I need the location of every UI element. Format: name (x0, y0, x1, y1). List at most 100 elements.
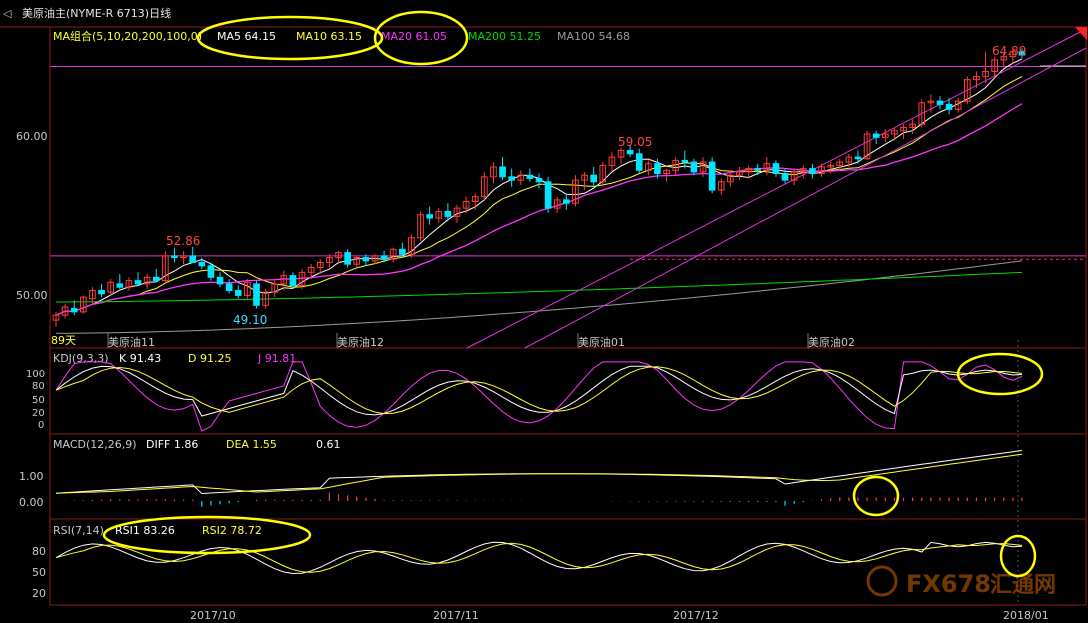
candle-body (517, 174, 525, 181)
candle (125, 277, 133, 291)
trend-line-upper (466, 28, 1087, 349)
rsi-tick-50: 50 (32, 566, 46, 579)
candle-body (426, 214, 433, 219)
candle-body (599, 164, 607, 183)
candle-body (544, 181, 552, 209)
ma10-label: MA10 63.15 (296, 30, 362, 43)
ma200-label: MA200 51.25 (468, 30, 541, 43)
date-label-2017-12: 2017/12 (673, 609, 719, 622)
candle (471, 193, 479, 210)
rsi-panel[interactable]: RSI(7,14) RSI1 83.26 RSI2 78.72 80 50 20 (32, 524, 1023, 600)
ma100-label: MA100 54.68 (557, 30, 630, 43)
candle (881, 129, 889, 143)
kdj-panel[interactable]: KDJ(9,3,3) K 91.43 D 91.25 J 91.81 100 8… (26, 352, 1023, 432)
candle (335, 250, 342, 265)
candle-body (244, 281, 251, 296)
candle (453, 204, 461, 223)
candle (845, 153, 853, 167)
candle-body (508, 176, 515, 181)
candle-body (991, 59, 998, 72)
rsi2-value: RSI2 78.72 (202, 524, 262, 537)
candle (1000, 51, 1008, 67)
month-label-11: 美原油11 (108, 335, 155, 349)
candle-body (526, 174, 534, 180)
candle (207, 262, 215, 281)
candle (936, 96, 944, 110)
days-label: 89天 (51, 334, 76, 347)
price-panel[interactable] (50, 28, 1087, 349)
candle (563, 193, 570, 210)
rsi1-value: RSI1 83.26 (115, 524, 175, 537)
candle (1018, 48, 1026, 59)
candle (827, 162, 834, 174)
ma100-line (56, 260, 1023, 334)
candle (143, 274, 151, 289)
candle-body (954, 100, 962, 110)
candle (253, 280, 260, 309)
ma200-line (56, 271, 1023, 303)
candle-body (763, 163, 771, 171)
candle (553, 196, 561, 214)
candle-body (1000, 56, 1008, 61)
ma-group-label: MA组合(5,10,20,200,100,0) (53, 29, 202, 43)
candle-body (581, 174, 588, 181)
candle-body (52, 314, 60, 321)
macd-name: MACD(12,26,9) (53, 438, 137, 451)
candle (362, 254, 370, 266)
candle (854, 150, 862, 164)
candle-body (80, 296, 87, 313)
candle-body (654, 163, 661, 175)
candle-body (963, 79, 971, 102)
contract-month-labels: 美原油11 美原油12 美原油01 美原油02 (107, 333, 855, 349)
candle (234, 285, 242, 299)
candle-body (754, 168, 762, 171)
candle-body (499, 166, 506, 178)
candle-body (362, 257, 370, 262)
candle-body (945, 103, 953, 110)
candle (508, 168, 515, 187)
candle-body (590, 174, 598, 183)
kdj-j-value: J 91.81 (257, 352, 296, 365)
candle (599, 162, 607, 187)
candle (909, 119, 916, 135)
candle-body (635, 153, 643, 171)
ma10-line (55, 76, 1023, 316)
candle-body (225, 283, 233, 291)
kdj-d-value: D 91.25 (188, 352, 231, 365)
candle (134, 272, 142, 286)
candle-body (61, 306, 69, 316)
candle (171, 247, 178, 263)
macd-panel[interactable]: MACD(12,26,9) DIFF 1.86 DEA 1.55 0.61 1.… (19, 438, 1023, 509)
candle (344, 249, 351, 268)
candle (480, 171, 488, 200)
highlight-ellipse-rsi (102, 515, 312, 555)
candle (180, 250, 187, 265)
candle-body (663, 169, 670, 175)
back-arrow-icon[interactable]: ◁ (3, 7, 12, 20)
candle-body (818, 166, 825, 175)
candle-body (854, 156, 862, 160)
candle-body (936, 100, 944, 105)
candle (280, 270, 288, 291)
title-bar: ◁ 美原油主(NYME-R 6713)日线 (3, 6, 171, 20)
candle-body (736, 171, 743, 176)
candle-body (453, 207, 461, 217)
candle-body (326, 257, 333, 263)
candle-body (1018, 51, 1026, 56)
candle (526, 168, 534, 182)
candle (307, 264, 315, 279)
candle (544, 176, 552, 214)
candle (435, 208, 443, 223)
candle-body (982, 70, 989, 77)
macd-tick-1: 1.00 (19, 470, 44, 483)
candle (754, 163, 762, 176)
candle (590, 166, 598, 187)
candle-body (216, 276, 224, 285)
candle (681, 150, 689, 169)
candle-body (973, 75, 980, 81)
candle (635, 148, 643, 174)
candle-body (708, 161, 716, 191)
high-label: 52.86 (166, 234, 200, 248)
candlesticks (52, 48, 1026, 327)
